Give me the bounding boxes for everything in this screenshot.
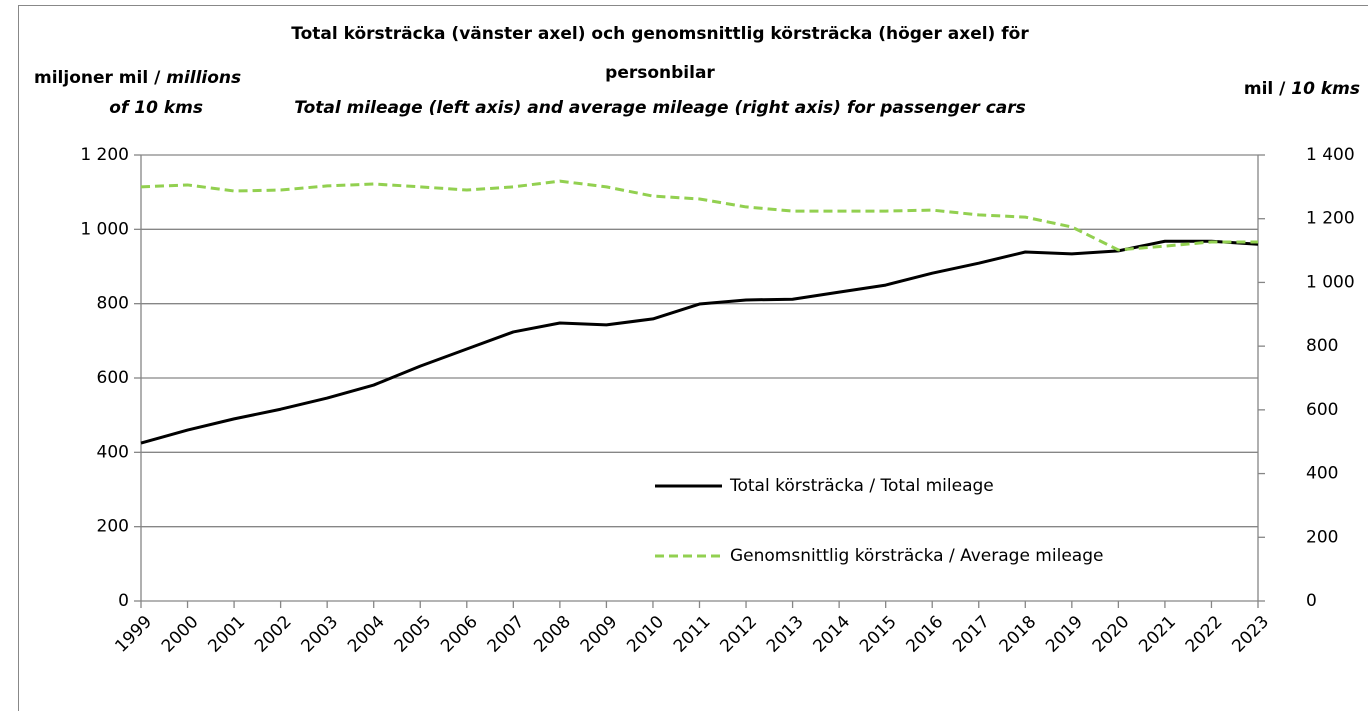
- y-axis-label: of 10 kms: [109, 98, 203, 118]
- x-tick-label: 2022: [1182, 612, 1227, 657]
- x-tick-label: 2006: [437, 612, 482, 657]
- y2-tick-label: 0: [1306, 591, 1317, 611]
- x-tick-label: 2016: [903, 612, 948, 657]
- y2-tick-label: 1 400: [1306, 145, 1355, 165]
- x-tick-label: 2001: [204, 612, 249, 657]
- y2-axis-label-part: mil /: [1244, 79, 1291, 99]
- legend-label: Total körsträcka / Total mileage: [729, 476, 994, 496]
- x-tick-label: 2009: [577, 612, 622, 657]
- x-tick-label: 2002: [251, 612, 296, 657]
- x-tick-label: 2011: [670, 612, 715, 657]
- x-tick-label: 2012: [716, 612, 761, 657]
- x-tick-label: 2005: [391, 612, 436, 657]
- y-tick-label: 600: [97, 368, 129, 388]
- y2-tick-label: 400: [1306, 464, 1338, 484]
- y2-tick-label: 1 000: [1306, 272, 1355, 292]
- x-tick-label: 2021: [1135, 612, 1180, 657]
- y-tick-label: 200: [97, 517, 129, 537]
- y-tick-label: 400: [97, 442, 129, 462]
- chart-subtitle: Total mileage (left axis) and average mi…: [294, 98, 1026, 118]
- x-tick-label: 2010: [623, 612, 668, 657]
- y2-tick-label: 200: [1306, 527, 1338, 547]
- x-tick-label: 2020: [1089, 612, 1134, 657]
- x-tick-label: 2014: [809, 612, 854, 657]
- x-tick-label: 2015: [856, 612, 901, 657]
- y2-tick-label: 800: [1306, 336, 1338, 356]
- y-tick-label: 1 000: [80, 219, 129, 239]
- y2-tick-label: 600: [1306, 400, 1338, 420]
- y-tick-label: 1 200: [80, 145, 129, 165]
- y2-axis-label: mil / 10 kms: [1244, 79, 1360, 99]
- x-tick-label: 2018: [996, 612, 1041, 657]
- x-tick-label: 2000: [158, 612, 203, 657]
- x-tick-label: 2003: [298, 612, 343, 657]
- y-tick-label: 800: [97, 294, 129, 314]
- y2-axis-label-part: 10 kms: [1291, 79, 1360, 99]
- y-axis-label: miljoner mil / millions: [34, 68, 241, 88]
- x-tick-label: 1999: [111, 612, 156, 657]
- y-tick-label: 0: [118, 591, 129, 611]
- y-axis-label-part: miljoner mil /: [34, 68, 166, 88]
- chart-title: Total körsträcka (vänster axel) och geno…: [291, 24, 1029, 44]
- x-tick-label: 2008: [530, 612, 575, 657]
- chart-title: personbilar: [605, 63, 715, 83]
- series-line: [140, 239, 1259, 445]
- x-tick-label: 2013: [763, 612, 808, 657]
- y2-tick-label: 1 200: [1306, 209, 1355, 229]
- legend-label: Genomsnittlig körsträcka / Average milea…: [730, 546, 1103, 566]
- x-tick-label: 2023: [1228, 612, 1273, 657]
- series-line: [140, 179, 1258, 252]
- y-axis-label-part: millions: [166, 68, 241, 88]
- chart-frame: [18, 5, 1368, 711]
- x-tick-label: 2004: [344, 612, 389, 657]
- x-tick-label: 2017: [949, 612, 994, 657]
- x-tick-label: 2019: [1042, 612, 1087, 657]
- x-tick-label: 2007: [484, 612, 529, 657]
